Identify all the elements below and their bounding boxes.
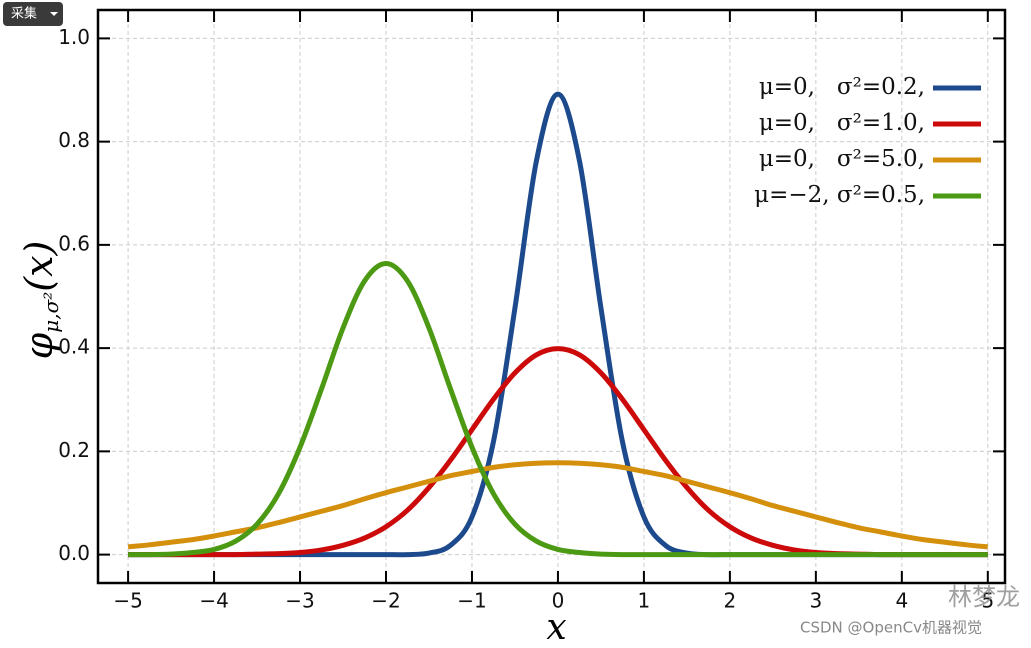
x-tick-label: −3 — [285, 589, 314, 613]
dropdown-arrow[interactable] — [50, 12, 58, 16]
watermark: 林梦龙 — [948, 583, 1020, 611]
x-tick-label: 1 — [638, 589, 651, 613]
x-tick-label: −4 — [199, 589, 228, 613]
x-tick-label: 3 — [809, 589, 822, 613]
x-tick-label: 4 — [895, 589, 908, 613]
watermark: CSDN @OpenCv机器视觉 — [800, 619, 982, 637]
legend-label: μ=0, σ²=5.0, — [759, 146, 925, 172]
y-tick-label: 0.2 — [58, 438, 90, 462]
curve — [128, 260, 988, 558]
x-axis-label: x — [546, 607, 566, 648]
legend-label: μ=0, σ²=1.0, — [759, 110, 925, 136]
x-tick-label: 2 — [724, 589, 737, 613]
x-tick-label: −5 — [113, 589, 142, 613]
x-tick-label: 0 — [552, 589, 565, 613]
legend-label: μ=0, σ²=0.2, — [759, 74, 925, 100]
y-label-subscript: μ,σ² — [39, 292, 63, 333]
curve — [127, 460, 989, 550]
y-label-symbol: φ — [17, 332, 61, 359]
plot-frame — [96, 8, 1007, 585]
y-tick-label: 1.0 — [58, 25, 90, 49]
y-tick-label: 0.8 — [58, 128, 90, 152]
toolbar-button[interactable] — [3, 2, 63, 26]
y-tick-label: 0.6 — [58, 231, 90, 255]
toolbar-button-label[interactable]: 采集 — [11, 6, 37, 22]
y-tick-label: 0.0 — [58, 541, 90, 565]
x-tick-label: 5 — [981, 589, 994, 613]
y-label-argument: (x) — [17, 241, 61, 292]
x-tick-label: −1 — [457, 589, 486, 613]
legend-label: μ=−2, σ²=0.5, — [754, 182, 925, 208]
y-tick-label: 0.4 — [58, 335, 90, 359]
x-tick-label: −2 — [371, 589, 400, 613]
y-axis-label: φμ,σ²(x) — [17, 241, 63, 360]
